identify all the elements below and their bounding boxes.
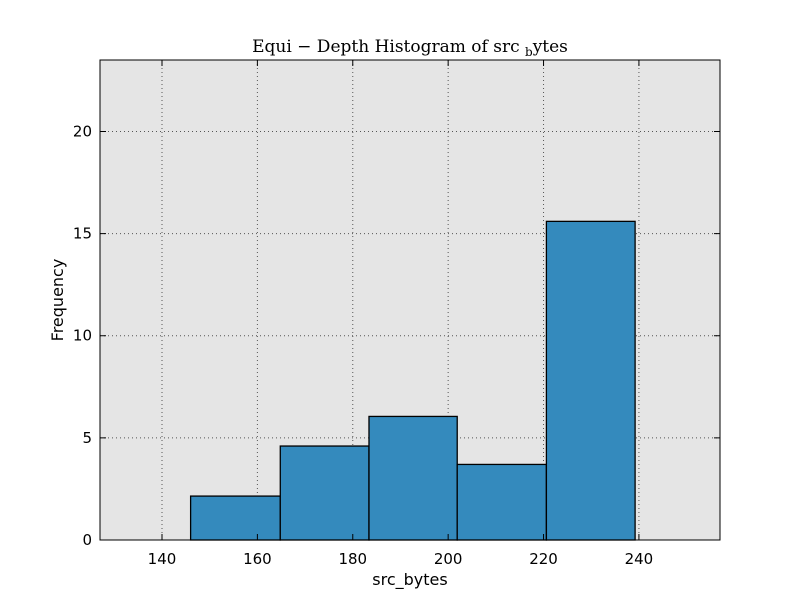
chart-title-text: Equi − Depth Histogram of src [252,37,520,57]
histogram-bar-5 [545,220,636,541]
x-tick-label: 220 [529,550,558,568]
plot-frame [99,59,721,541]
histogram-bar-1 [189,495,281,541]
title-suffix: ytes [532,37,568,57]
x-tick-label: 200 [434,550,463,568]
histogram-bar-3 [368,415,458,541]
y-tick-label: 10 [73,327,92,345]
x-tick-label: 240 [625,550,654,568]
chart-title: Equi − Depth Histogram of src bytes [252,37,568,59]
y-tick-label: 20 [73,122,92,140]
x-tick-label: 180 [338,550,367,568]
histogram-bar-2 [279,445,370,541]
histogram-bars [189,220,636,541]
y-tick-label: 5 [82,429,92,447]
title-subscript: b [525,45,533,59]
histogram-bar-4 [456,463,548,541]
axis-ticks: 140 160 180 200 220 240 0 5 10 15 20 [73,60,720,568]
x-axis-label: src_bytes [372,570,447,590]
x-tick-label: 160 [243,550,272,568]
y-axis-label: Frequency [48,259,67,342]
y-tick-label: 15 [73,225,92,243]
y-tick-label: 0 [82,531,92,549]
x-tick-label: 140 [148,550,177,568]
